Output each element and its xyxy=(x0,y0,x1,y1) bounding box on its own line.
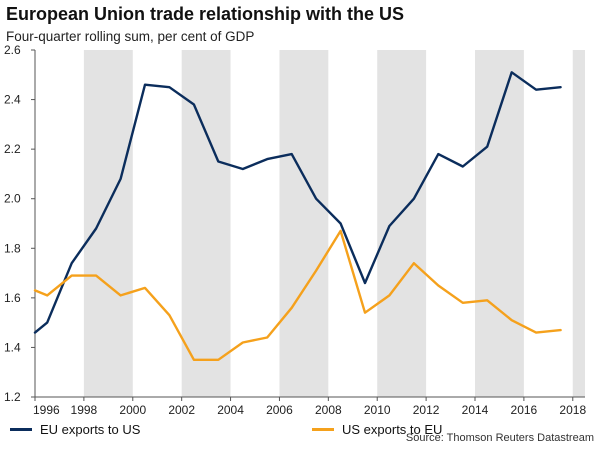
chart-title: European Union trade relationship with t… xyxy=(6,4,405,24)
shaded-band-3 xyxy=(377,50,427,397)
chart-subtitle: Four-quarter rolling sum, per cent of GD… xyxy=(6,29,255,44)
legend-label-eu-exports: EU exports to US xyxy=(40,421,141,437)
legend-swatch-eu-exports xyxy=(10,427,32,431)
series-lines xyxy=(33,71,562,361)
x-tick-label: 2006 xyxy=(266,403,293,417)
axes xyxy=(34,50,585,398)
legend-label-us-exports: US exports to EU xyxy=(342,421,443,437)
y-tick-label: 2.6 xyxy=(4,43,21,57)
shaded-band-5 xyxy=(572,50,585,397)
series-line-eu-exports-to-us xyxy=(33,71,562,334)
x-tick-label: 2012 xyxy=(413,403,440,417)
x-tick-label: 1998 xyxy=(71,403,98,417)
y-tick-label: 1.2 xyxy=(4,390,21,404)
x-tick-label: 2014 xyxy=(462,403,489,417)
y-tick-label: 2.4 xyxy=(4,93,21,107)
x-tick-label: 2002 xyxy=(168,403,195,417)
y-tick-label: 1.4 xyxy=(4,340,21,354)
legend-item-eu-exports: EU exports to US xyxy=(10,421,140,437)
y-tick-label: 2.2 xyxy=(4,142,21,156)
x-tick-label: 2016 xyxy=(511,403,538,417)
source-note: Source: Thomson Reuters Datastream xyxy=(405,432,594,444)
x-tick-label: 2004 xyxy=(217,403,244,417)
shaded-bands xyxy=(83,50,585,397)
x-tick-label: 2018 xyxy=(559,403,586,417)
x-tick-label: 2000 xyxy=(119,403,146,417)
shaded-band-2 xyxy=(279,50,329,397)
y-tick-label: 1.6 xyxy=(4,291,21,305)
legend-item-us-exports: US exports to EU xyxy=(312,421,442,437)
shaded-band-4 xyxy=(475,50,524,397)
x-tick-label: 1996 xyxy=(33,403,60,417)
x-tick-label: 2010 xyxy=(364,403,391,417)
legend-swatch-us-exports xyxy=(312,427,334,431)
y-axis-ticks: 1.2 1.4 1.6 1.8 2.0 2.2 2.4 2.6 xyxy=(4,43,35,404)
shaded-band-0 xyxy=(83,50,133,397)
y-tick-label: 2.0 xyxy=(4,192,21,206)
series-line-us-exports-to-eu xyxy=(33,229,562,361)
x-axis-ticks: 1996 1998 2000 2002 2004 2006 2008 2010 2012 2014… xyxy=(33,397,586,417)
shaded-band-1 xyxy=(181,50,231,397)
x-tick-label: 2008 xyxy=(315,403,342,417)
y-tick-label: 1.8 xyxy=(4,241,21,255)
